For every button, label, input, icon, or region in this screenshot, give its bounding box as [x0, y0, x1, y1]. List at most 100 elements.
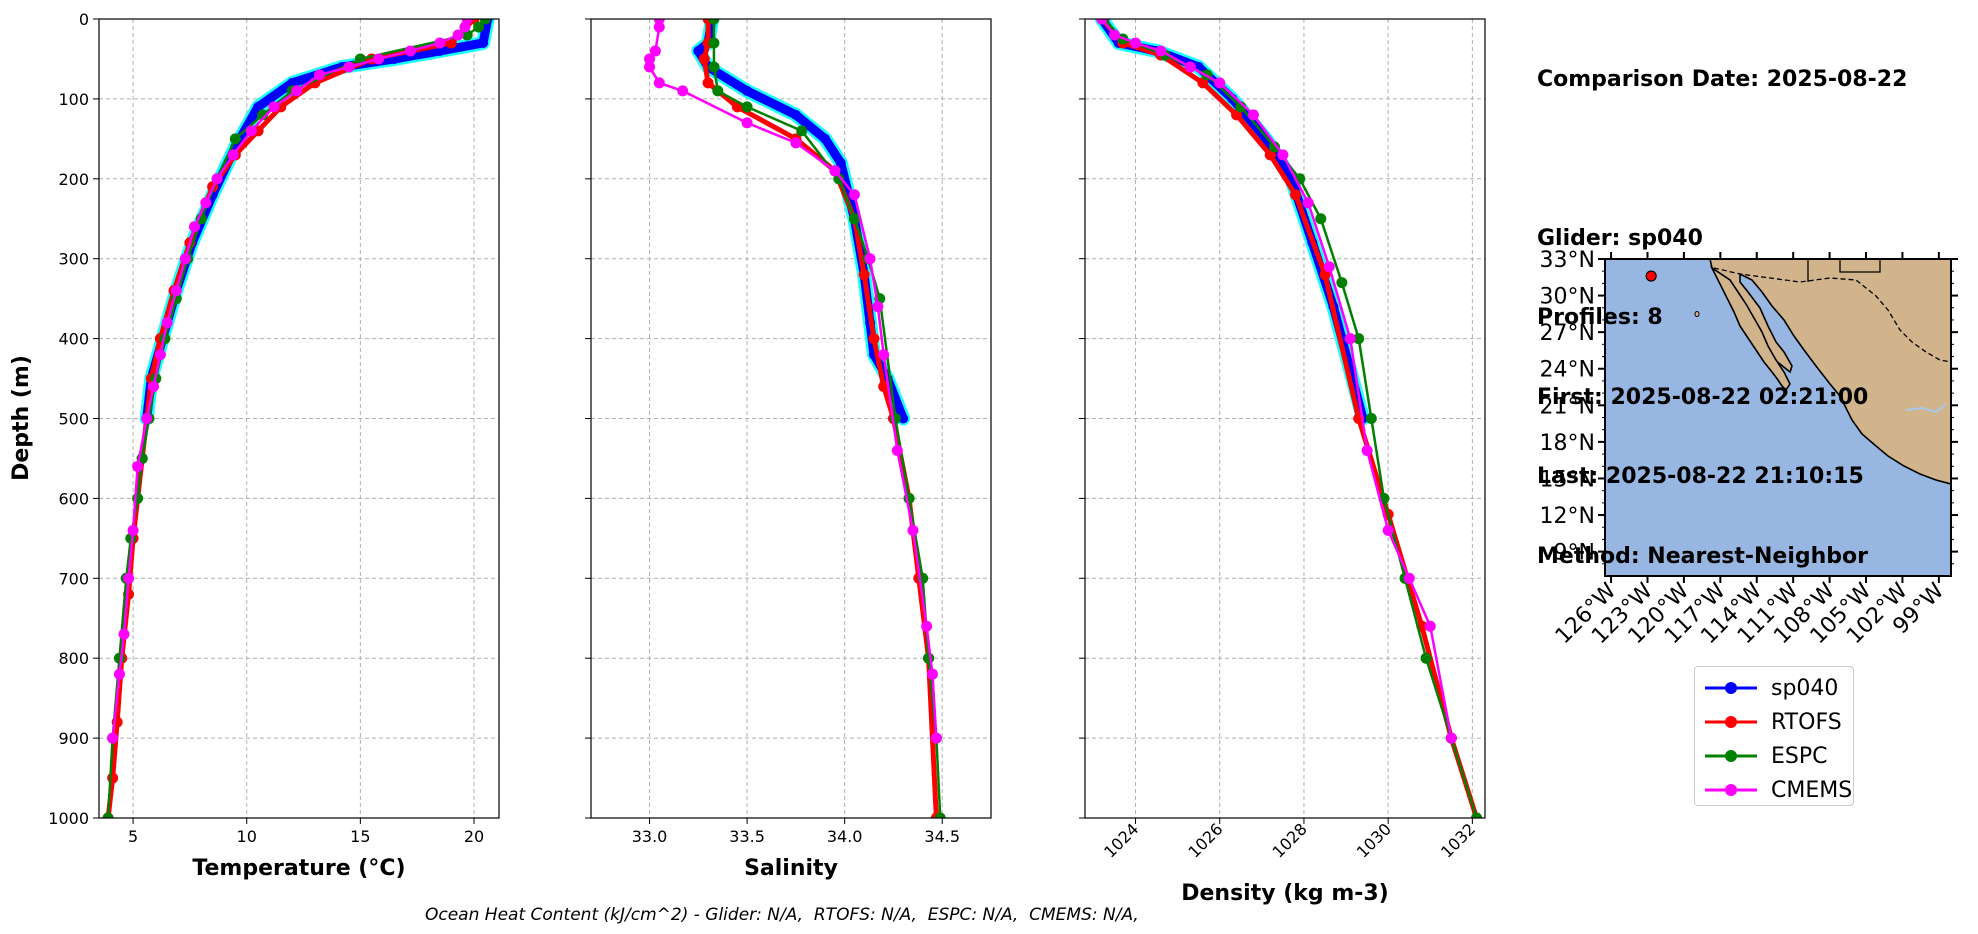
map-lat-label: 27°N [1540, 321, 1595, 346]
map-lat-label: 30°N [1540, 285, 1595, 310]
method: Method: Nearest-Neighbor [1537, 543, 1868, 569]
salinity-xtick-label: 33.0 [632, 827, 668, 846]
depth-tick-label: 800 [58, 649, 89, 668]
map-lat-label: 21°N [1540, 394, 1595, 419]
map-lat-label: 9°N [1554, 541, 1595, 566]
point-sp040 [693, 45, 704, 56]
point-cmems [268, 101, 280, 113]
legend-item-cmems: CMEMS [1705, 775, 1852, 805]
legend-label-sp040: sp040 [1771, 675, 1839, 701]
point-espc [1353, 333, 1365, 345]
point-cmems [1323, 261, 1335, 273]
point-sp040 [835, 157, 846, 168]
point-cmems [132, 460, 144, 472]
temperature-profile-panel: 5 10 15 2001002003004005006007008009001000T… [9, 10, 500, 881]
point-cmems [118, 628, 130, 640]
series-line-cmems [111, 19, 469, 739]
point-cmems [404, 45, 416, 57]
point-cmems [829, 165, 841, 177]
point-cmems [1424, 620, 1436, 632]
point-sp040 [478, 37, 489, 48]
legend-swatch-cmems [1705, 784, 1757, 796]
profile-count: Profiles: 8 [1537, 305, 1663, 330]
legend-label-espc: ESPC [1771, 743, 1828, 769]
point-espc [473, 21, 485, 33]
legend-item-sp040: sp040 [1705, 673, 1838, 703]
point-cmems [188, 221, 200, 233]
point-espc [1268, 141, 1280, 153]
point-espc [712, 85, 724, 97]
temperature-xtick-label: 5 [128, 827, 138, 846]
ocean-heat-content-footer: Ocean Heat Content (kJ/cm^2) - Glider: N… [425, 905, 1139, 925]
border-lines [1713, 267, 1951, 363]
point-cmems [878, 349, 890, 361]
depth-axis-label: Depth (m) [9, 355, 34, 481]
glider-location-marker [1645, 270, 1657, 282]
point-rtofs [878, 381, 890, 393]
salinity-profile-panel: 33.0 33.5 34.0 34.5 Salinity [585, 18, 992, 881]
point-cmems [1361, 444, 1373, 456]
point-espc [229, 133, 241, 145]
point-espc [708, 19, 720, 25]
point-cmems [1382, 524, 1394, 536]
depth-tick-label: 600 [58, 489, 89, 508]
point-cmems [434, 37, 446, 49]
temperature-series [102, 19, 495, 818]
density-series [1094, 19, 1483, 818]
point-espc [708, 61, 720, 73]
glider-name: Glider: sp040 [1537, 225, 1703, 251]
salinity-xtick-label: 34.5 [924, 827, 960, 846]
point-cmems [677, 85, 689, 97]
point-cmems [1277, 149, 1289, 161]
point-cmems [1403, 572, 1415, 584]
point-espc [113, 652, 125, 664]
point-espc [132, 492, 144, 504]
series-line-cmems [1100, 19, 1453, 739]
point-cmems [926, 668, 938, 680]
point-cmems [113, 668, 125, 680]
point-cmems [653, 21, 665, 33]
depth-tick-label: 400 [58, 330, 89, 349]
point-cmems [245, 125, 257, 137]
point-sp040 [790, 109, 801, 120]
point-cmems [1247, 109, 1259, 121]
depth-tick-label: 700 [58, 569, 89, 588]
point-sp040 [287, 77, 298, 88]
legend-swatch-sp040 [1705, 682, 1757, 694]
point-cmems [459, 21, 471, 33]
point-cmems [291, 85, 303, 97]
point-cmems [107, 732, 119, 744]
point-cmems [127, 524, 139, 536]
point-rtofs [702, 77, 714, 89]
lakes-rivers [1905, 403, 1947, 414]
point-cmems [154, 349, 166, 361]
islands [1694, 311, 1700, 317]
map-lat-label: 33°N [1540, 248, 1595, 273]
point-espc [1471, 812, 1483, 818]
point-sp040 [820, 133, 831, 144]
point-cmems [649, 45, 661, 57]
map-lat-label: 18°N [1540, 431, 1595, 456]
point-rtofs [107, 772, 119, 784]
point-cmems [170, 285, 182, 297]
point-cmems [864, 253, 876, 265]
point-rtofs [858, 269, 870, 281]
point-espc [934, 812, 946, 818]
legend-swatch-rtofs [1705, 716, 1757, 728]
point-espc [1365, 413, 1377, 424]
map-lat-label: 24°N [1540, 358, 1595, 383]
density-xtick-label: 1026 [1184, 819, 1226, 861]
point-cmems [1214, 77, 1226, 89]
point-rtofs [868, 333, 880, 345]
point-cmems [1302, 197, 1314, 209]
point-cmems [179, 253, 191, 265]
legend: sp040 RTOFS ESPC CMEMS [1694, 666, 1854, 806]
salinity-axis-label: Salinity [744, 856, 838, 881]
depth-tick-label: 100 [58, 90, 89, 109]
density-profile-panel: 1024 1026 1028 1030 1032 Density (kg m-3) [1079, 18, 1486, 906]
point-cmems [343, 61, 355, 73]
depth-tick-label: 300 [58, 250, 89, 269]
point-cmems [123, 572, 135, 584]
point-cmems [872, 301, 884, 313]
point-cmems [644, 53, 656, 65]
